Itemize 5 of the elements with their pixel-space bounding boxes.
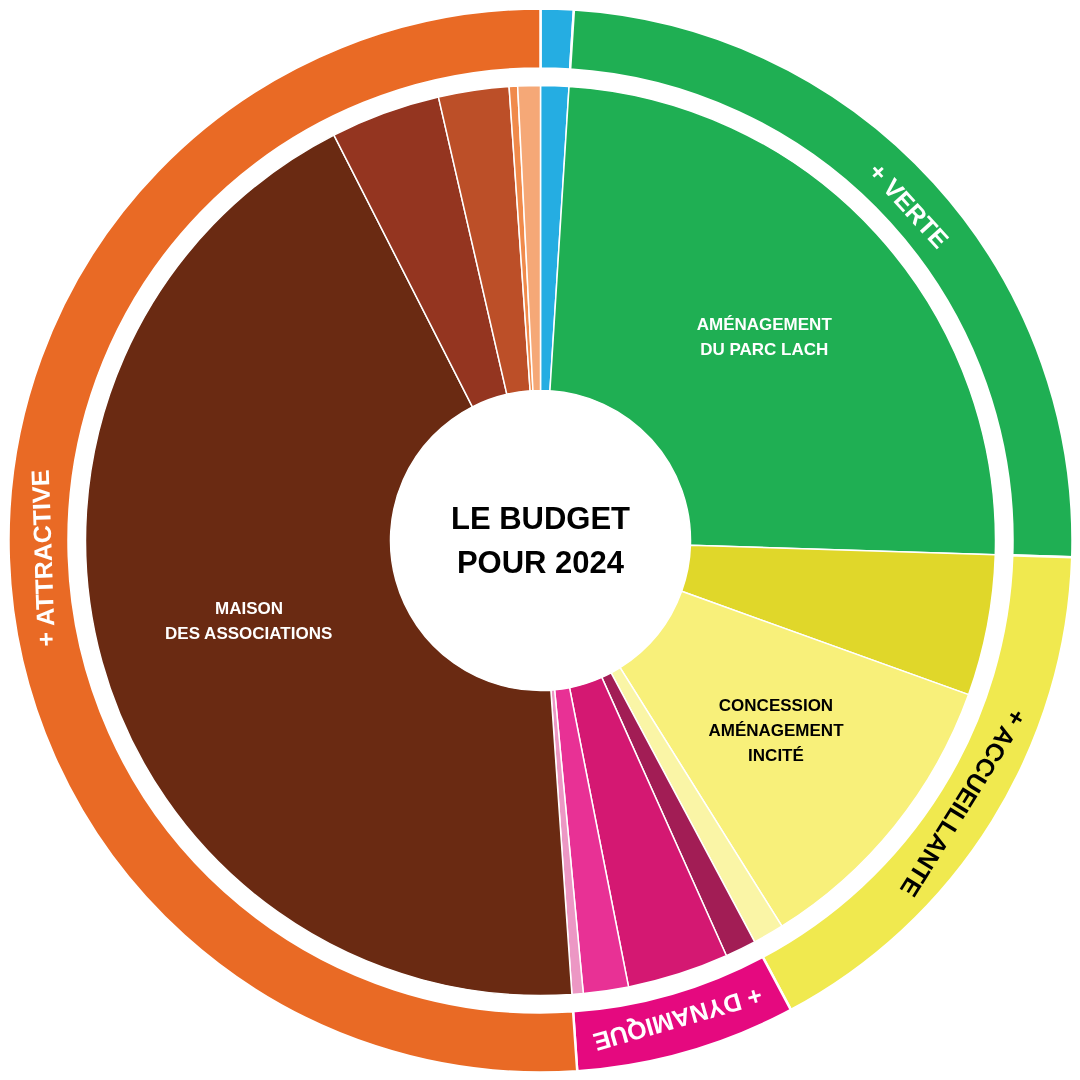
slice-label: MAISON DES ASSOCIATIONS	[165, 599, 333, 644]
slice-label: AMÉNAGEMENT DU PARC LACH	[696, 315, 833, 359]
slice-label: CONCESSION AMÉNAGEMENT INCITÉ	[708, 696, 845, 765]
slice-label: + ATTRACTIVE	[25, 469, 60, 648]
text: LE BUDGET POUR 2024	[450, 501, 631, 580]
